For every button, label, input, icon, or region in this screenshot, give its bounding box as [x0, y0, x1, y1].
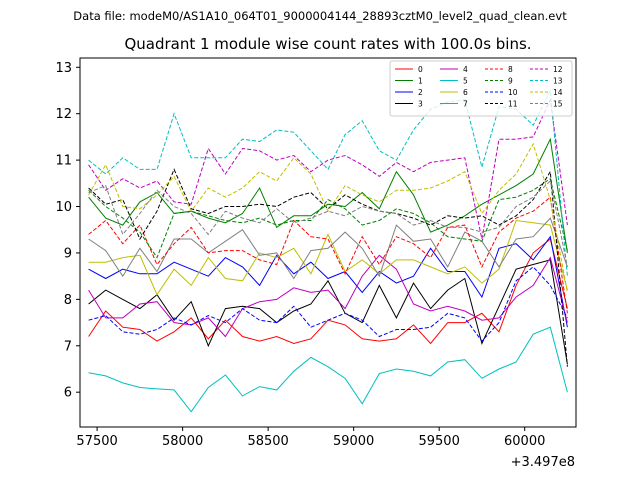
chart-title: Quadrant 1 module wise count rates with … [124, 35, 531, 53]
y-tick-label: 13 [55, 61, 72, 76]
legend-label-3: 3 [418, 99, 423, 108]
x-tick-label: 59500 [418, 434, 459, 449]
legend-label-14: 14 [553, 88, 563, 97]
y-tick-label: 8 [64, 293, 72, 308]
series-line-2 [88, 235, 568, 328]
legend-label-0: 0 [418, 65, 423, 74]
series-line-14 [88, 142, 568, 293]
series-line-9 [88, 177, 568, 259]
y-tick-label: 9 [64, 246, 72, 261]
series-line-7 [88, 217, 568, 280]
legend-label-2: 2 [418, 88, 423, 97]
x-tick-label: 59000 [333, 434, 374, 449]
y-tick-label: 12 [55, 107, 72, 122]
series-line-10 [88, 266, 568, 342]
series-line-15 [88, 180, 568, 267]
series-line-6 [88, 219, 568, 296]
series-line-3 [88, 259, 568, 365]
figure-suptitle: Data file: modeM0/AS1A10_064T01_90000041… [73, 9, 567, 23]
series-line-4 [88, 254, 568, 338]
legend-label-9: 9 [508, 76, 513, 85]
x-tick-label: 57500 [76, 434, 117, 449]
legend-label-12: 12 [553, 65, 563, 74]
x-tick-label: 58000 [162, 434, 203, 449]
legend-label-8: 8 [508, 65, 513, 74]
series-line-5 [88, 326, 568, 413]
legend-label-7: 7 [463, 99, 468, 108]
y-tick-label: 11 [55, 154, 72, 169]
legend-label-11: 11 [508, 99, 518, 108]
legend-label-5: 5 [463, 76, 468, 85]
x-offset-label: +3.497e8 [511, 455, 575, 470]
legend-label-10: 10 [508, 88, 518, 97]
y-tick-label: 10 [55, 200, 72, 215]
legend-label-6: 6 [463, 88, 468, 97]
series-line-11 [88, 168, 568, 367]
x-tick-label: 60000 [504, 434, 545, 449]
x-tick-label: 58500 [247, 434, 288, 449]
axes-frame [79, 57, 577, 428]
legend-label-13: 13 [553, 76, 563, 85]
legend-label-4: 4 [463, 65, 468, 74]
series-line-1 [88, 137, 568, 253]
legend-label-1: 1 [418, 76, 423, 85]
y-tick-label: 7 [64, 339, 72, 354]
y-tick-label: 6 [64, 386, 72, 401]
series-line-8 [88, 196, 568, 314]
legend-box [389, 60, 573, 117]
series-line-13 [88, 88, 568, 277]
series-line-0 [88, 238, 568, 345]
legend-label-15: 15 [553, 99, 563, 108]
plot-area: 57500 58000 58500 59000 59500 600006789101112… [55, 57, 577, 449]
